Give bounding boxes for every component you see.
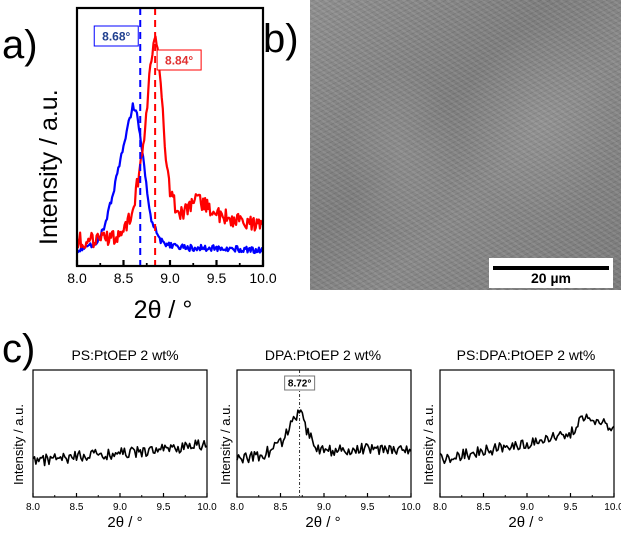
chart-c1-title: PS:PtOEP 2 wt%: [71, 347, 178, 363]
chart-c2-xtick-label-2: 9.0: [317, 502, 331, 513]
chart-c1-series-0: [32, 439, 208, 467]
sem-texture: [310, 0, 621, 290]
chart-a-xtick-label-1: 8.5: [114, 270, 134, 286]
chart-c2-xtick-label-4: 10.0: [401, 502, 421, 513]
chart-c3-title: PS:DPA:PtOEP 2 wt%: [457, 347, 596, 363]
chart-c2-xtick-label-3: 9.5: [361, 502, 375, 513]
scale-bar-box: [489, 258, 613, 288]
chart-c3-xtick-label-1: 8.5: [477, 502, 491, 513]
chart-c3-xtick-label-3: 9.5: [564, 502, 578, 513]
chart-c2-marker-label-0: 8.72°: [288, 379, 311, 390]
chart-a-xtick-label-2: 9.0: [160, 270, 180, 286]
chart-a-xtick-label-0: 8.0: [67, 270, 87, 286]
chart-c1-xtick-label-4: 10.0: [197, 502, 217, 513]
chart-c2-ylabel: Intensity / a.u.: [218, 404, 233, 485]
chart-a-series-0: [76, 102, 265, 255]
chart-a-series-1: [75, 35, 265, 249]
chart-c3-series-0: [439, 413, 615, 465]
chart-c3-xlabel: 2θ / °: [508, 514, 543, 531]
chart-a-marker-box-1: [156, 49, 202, 71]
chart-c3-xtick-label-4: 10.0: [604, 502, 621, 513]
chart-c1-xtick-label-2: 9.0: [113, 502, 127, 513]
chart-c1-xlabel: 2θ / °: [107, 514, 142, 531]
chart-c2-title: DPA:PtOEP 2 wt%: [265, 347, 381, 363]
chart-c1-xtick-label-1: 8.5: [70, 502, 84, 513]
chart-a: Intensity / a.u. 2θ / ° 8.68° 8.84° 8.0 8.5…: [35, 6, 277, 324]
chart-c3-frame: [439, 369, 615, 498]
chart-a-xlabel: 2θ / °: [134, 296, 193, 324]
panel-label-b: b): [263, 17, 299, 61]
chart-a-xtick-label-4: 10.0: [249, 270, 276, 286]
chart-c1-xtick-label-3: 9.5: [157, 502, 171, 513]
chart-a-marker-label-1: 8.84°: [165, 53, 193, 67]
chart-a-marker-label-0: 8.68°: [102, 29, 130, 43]
scale-bar: [493, 266, 609, 270]
chart-a-ylabel: Intensity / a.u.: [35, 89, 63, 245]
chart-c2-xtick-label-0: 8.0: [230, 502, 244, 513]
chart-c2: DPA:PtOEP 2 wt% Intensity / a.u. 2θ / ° …: [218, 347, 421, 531]
chart-c3: PS:DPA:PtOEP 2 wt% Intensity / a.u. 2θ /…: [421, 347, 621, 531]
panel-label-c: c): [2, 327, 35, 371]
chart-c3-xtick-label-0: 8.0: [433, 502, 447, 513]
chart-c1-frame: [32, 369, 208, 498]
scale-bar-label: 20 µm: [531, 270, 571, 286]
chart-c2-xlabel: 2θ / °: [305, 514, 340, 531]
chart-c1-ylabel: Intensity / a.u.: [11, 404, 26, 485]
chart-a-xtick-label-3: 9.5: [207, 270, 227, 286]
chart-c2-marker-box-0: [284, 375, 316, 391]
chart-a-marker-box-0: [93, 25, 139, 47]
panel-label-a: a): [2, 23, 38, 67]
chart-c2-xtick-label-1: 8.5: [274, 502, 288, 513]
chart-c3-xtick-label-2: 9.0: [520, 502, 534, 513]
chart-c1-xtick-label-0: 8.0: [26, 502, 40, 513]
chart-c3-ylabel: Intensity / a.u.: [421, 404, 436, 485]
sem-micrograph: [310, 0, 621, 290]
chart-c2-series-0: [236, 409, 412, 464]
chart-c1: PS:PtOEP 2 wt% Intensity / a.u. 2θ / ° 8…: [11, 347, 217, 531]
chart-c2-frame: [236, 369, 412, 498]
